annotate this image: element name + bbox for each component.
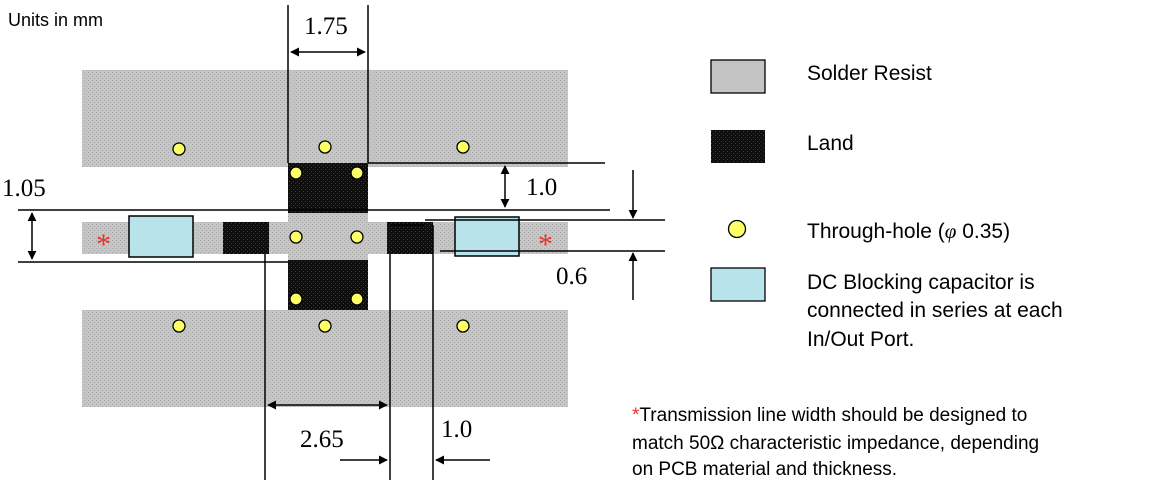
dim-value-0-6: 0.6 [556, 263, 587, 290]
through-hole [318, 319, 332, 333]
dim-value-1-05: 1.05 [2, 175, 46, 202]
land-right-pad [387, 222, 433, 254]
through-hole [350, 166, 364, 180]
through-holes [172, 140, 470, 333]
legend: Solder Resist Land Through-hole (φ 0.35)… [710, 59, 1063, 351]
note-asterisk: * [632, 405, 640, 426]
through-hole [289, 166, 303, 180]
note-line2: match 50Ω characteristic impedance, depe… [632, 433, 1039, 454]
legend-label-through-hole: Through-hole (φ 0.35) [807, 219, 1010, 243]
legend-label-land: Land [807, 132, 854, 155]
legend-swatch-capacitor [710, 267, 766, 302]
note-line3: on PCB material and thickness. [632, 459, 897, 480]
land-left-pad [223, 222, 269, 254]
dim-value-2-65: 2.65 [300, 426, 344, 453]
transmission-line-note: *Transmission line width should be desig… [632, 405, 1039, 480]
capacitor-right [454, 216, 520, 257]
through-hole [289, 292, 303, 306]
legend-swatch-solder-resist [710, 59, 766, 94]
legend-swatch-land [711, 130, 765, 163]
legend-label-capacitor-line1: DC Blocking capacitor is [807, 271, 1035, 294]
through-hole [172, 319, 186, 333]
asterisk-left: * [96, 228, 111, 261]
legend-label-capacitor-line3: In/Out Port. [807, 328, 914, 351]
dimension-lines [18, 5, 665, 480]
through-hole [350, 230, 364, 244]
legend-swatch-through-hole [727, 219, 747, 239]
units-label: Units in mm [8, 10, 103, 30]
dim-value-1-75: 1.75 [304, 13, 348, 40]
through-hole [289, 230, 303, 244]
through-hole [318, 140, 332, 154]
through-hole [350, 292, 364, 306]
legend-label-solder-resist: Solder Resist [807, 62, 932, 85]
asterisk-right: * [538, 228, 553, 261]
dim-value-1-0-pad: 1.0 [441, 416, 472, 443]
legend-label-capacitor-line2: connected in series at each [807, 299, 1063, 322]
capacitor-left [128, 215, 194, 258]
through-hole [172, 142, 186, 156]
through-hole [456, 140, 470, 154]
note-line1: *Transmission line width should be desig… [632, 405, 1027, 426]
dim-value-1-0-gap: 1.0 [526, 174, 557, 201]
through-hole [456, 319, 470, 333]
